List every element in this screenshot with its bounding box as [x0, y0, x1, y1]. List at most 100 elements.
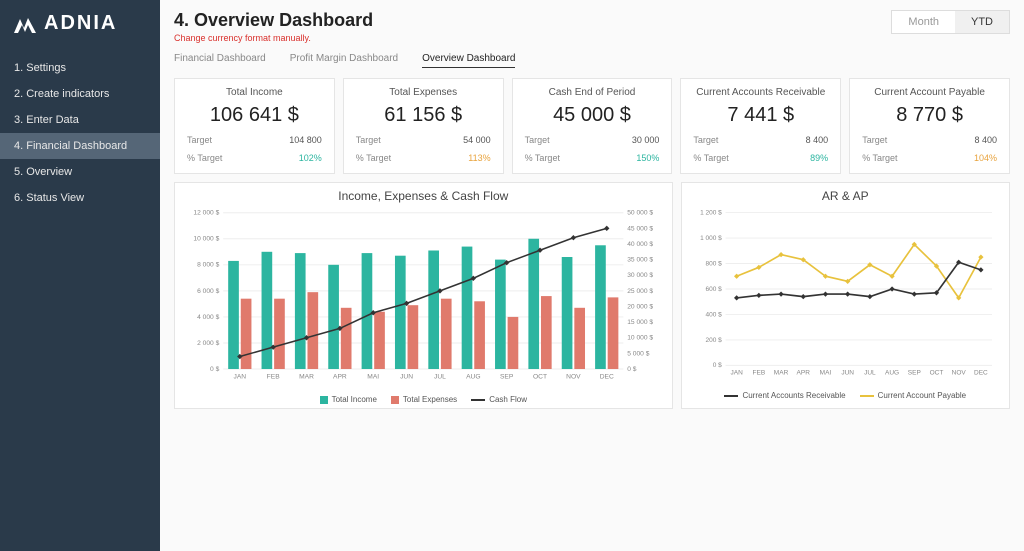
svg-text:JAN: JAN: [234, 374, 247, 381]
kpi-target-label: Target: [525, 135, 550, 145]
kpi-target-value: 30 000: [632, 135, 660, 145]
svg-text:JUL: JUL: [434, 374, 446, 381]
sidebar-item-0[interactable]: 1. Settings: [0, 55, 160, 81]
chart-ar-ap: AR & AP 0 $200 $400 $600 $800 $1 000 $1 …: [681, 182, 1010, 409]
sidebar-item-5[interactable]: 6. Status View: [0, 185, 160, 211]
svg-text:5 000 $: 5 000 $: [627, 350, 650, 357]
kpi-target-value: 8 400: [806, 135, 829, 145]
kpi-title: Current Account Payable: [862, 87, 997, 98]
chart1-canvas: 0 $2 000 $4 000 $6 000 $8 000 $10 000 $1…: [185, 207, 662, 388]
kpi-pct-value: 150%: [636, 153, 659, 163]
svg-text:35 000 $: 35 000 $: [627, 257, 653, 264]
period-option-ytd[interactable]: YTD: [955, 11, 1009, 33]
kpi-target-value: 104 800: [289, 135, 322, 145]
legend-item: Total Expenses: [391, 395, 457, 404]
kpi-target-label: Target: [187, 135, 212, 145]
svg-text:MAI: MAI: [819, 370, 831, 377]
svg-text:6 000 $: 6 000 $: [197, 288, 220, 295]
svg-text:600 $: 600 $: [705, 286, 722, 293]
svg-text:AUG: AUG: [466, 374, 480, 381]
kpi-value: 8 770 $: [862, 104, 997, 127]
kpi-card-0: Total Income106 641 $Target104 800% Targ…: [174, 78, 335, 174]
tab-0[interactable]: Financial Dashboard: [174, 53, 266, 68]
chart-income-expenses-cashflow: Income, Expenses & Cash Flow 0 $2 000 $4…: [174, 182, 673, 409]
svg-text:200 $: 200 $: [705, 337, 722, 344]
sidebar-item-2[interactable]: 3. Enter Data: [0, 107, 160, 133]
kpi-title: Cash End of Period: [525, 87, 660, 98]
svg-text:4 000 $: 4 000 $: [197, 314, 220, 321]
svg-text:OCT: OCT: [929, 370, 943, 377]
svg-text:DEC: DEC: [600, 374, 614, 381]
kpi-value: 61 156 $: [356, 104, 491, 127]
kpi-row: Total Income106 641 $Target104 800% Targ…: [174, 78, 1010, 174]
main-content: 4. Overview Dashboard Change currency fo…: [160, 0, 1024, 551]
svg-text:JUN: JUN: [400, 374, 413, 381]
legend-item: Total Income: [320, 395, 377, 404]
svg-text:APR: APR: [796, 370, 810, 377]
kpi-pct-label: % Target: [862, 153, 897, 163]
kpi-value: 106 641 $: [187, 104, 322, 127]
sidebar: ADNIA 1. Settings2. Create indicators3. …: [0, 0, 160, 551]
kpi-target-value: 8 400: [974, 135, 997, 145]
kpi-pct-value: 113%: [468, 153, 490, 163]
svg-text:SEP: SEP: [907, 370, 920, 377]
kpi-target-label: Target: [356, 135, 381, 145]
chart2-legend: Current Accounts ReceivableCurrent Accou…: [692, 391, 999, 400]
currency-warning: Change currency format manually.: [174, 33, 373, 43]
kpi-value: 7 441 $: [693, 104, 828, 127]
kpi-value: 45 000 $: [525, 104, 660, 127]
svg-text:0 $: 0 $: [627, 366, 637, 373]
chart2-canvas: 0 $200 $400 $600 $800 $1 000 $1 200 $JAN…: [692, 207, 999, 384]
kpi-pct-label: % Target: [356, 153, 391, 163]
svg-text:OCT: OCT: [533, 374, 547, 381]
period-toggle: MonthYTD: [891, 10, 1010, 34]
kpi-title: Current Accounts Receivable: [693, 87, 828, 98]
dashboard-tabs: Financial Dashboard Profit Margin Dashboa…: [174, 53, 1010, 68]
svg-text:20 000 $: 20 000 $: [627, 303, 653, 310]
svg-text:1 000 $: 1 000 $: [700, 235, 722, 242]
svg-text:NOV: NOV: [951, 370, 966, 377]
kpi-card-2: Cash End of Period 45 000 $ Target 30 000 % …: [512, 78, 673, 174]
chart1-title: Income, Expenses & Cash Flow: [185, 189, 662, 203]
svg-text:25 000 $: 25 000 $: [627, 288, 653, 295]
svg-text:JAN: JAN: [730, 370, 743, 377]
kpi-card-3: Current Accounts Receivable 7 441 $ Target…: [680, 78, 841, 174]
tab-1[interactable]: Profit Margin Dashboard: [290, 53, 398, 68]
brand-text: ADNIA: [44, 12, 117, 35]
svg-text:MAR: MAR: [773, 370, 788, 377]
svg-text:1 200 $: 1 200 $: [700, 209, 722, 216]
sidebar-item-1[interactable]: 2. Create indicators: [0, 81, 160, 107]
kpi-target-label: Target: [693, 135, 718, 145]
legend-item: Cash Flow: [471, 395, 527, 404]
kpi-pct-label: % Target: [525, 153, 560, 163]
kpi-pct-label: % Target: [187, 153, 222, 163]
kpi-card-1: Total Expenses61 156 $Target54 000% Targ…: [343, 78, 504, 174]
legend-item: Current Account Payable: [860, 391, 967, 400]
svg-text:0 $: 0 $: [210, 366, 220, 373]
sidebar-item-3[interactable]: 4. Financial Dashboard: [0, 133, 160, 159]
svg-text:30 000 $: 30 000 $: [627, 272, 653, 279]
svg-text:JUL: JUL: [864, 370, 876, 377]
kpi-target-label: Target: [862, 135, 887, 145]
svg-text:50 000 $: 50 000 $: [627, 210, 653, 217]
sidebar-item-4[interactable]: 5. Overview: [0, 159, 160, 185]
chart1-legend: Total Income Total Expenses Cash Flow: [185, 395, 662, 404]
svg-text:NOV: NOV: [566, 374, 581, 381]
svg-text:8 000 $: 8 000 $: [197, 262, 220, 269]
svg-text:15 000 $: 15 000 $: [627, 319, 653, 326]
tab-2[interactable]: Overview Dashboard: [422, 53, 515, 68]
svg-text:AUG: AUG: [885, 370, 899, 377]
svg-text:0 $: 0 $: [712, 362, 721, 369]
svg-text:MAI: MAI: [367, 374, 379, 381]
svg-text:DEC: DEC: [974, 370, 988, 377]
svg-text:10 000 $: 10 000 $: [627, 335, 653, 342]
svg-text:SEP: SEP: [500, 374, 514, 381]
period-option-month[interactable]: Month: [892, 11, 955, 33]
brand-logo: ADNIA: [0, 0, 160, 55]
page-title: 4. Overview Dashboard: [174, 10, 373, 31]
kpi-pct-label: % Target: [693, 153, 728, 163]
svg-text:10 000 $: 10 000 $: [193, 236, 219, 243]
svg-text:FEB: FEB: [267, 374, 281, 381]
charts-row: Income, Expenses & Cash Flow 0 $2 000 $4…: [174, 182, 1010, 409]
kpi-card-4: Current Account Payable 8 770 $ Target 8 40…: [849, 78, 1010, 174]
